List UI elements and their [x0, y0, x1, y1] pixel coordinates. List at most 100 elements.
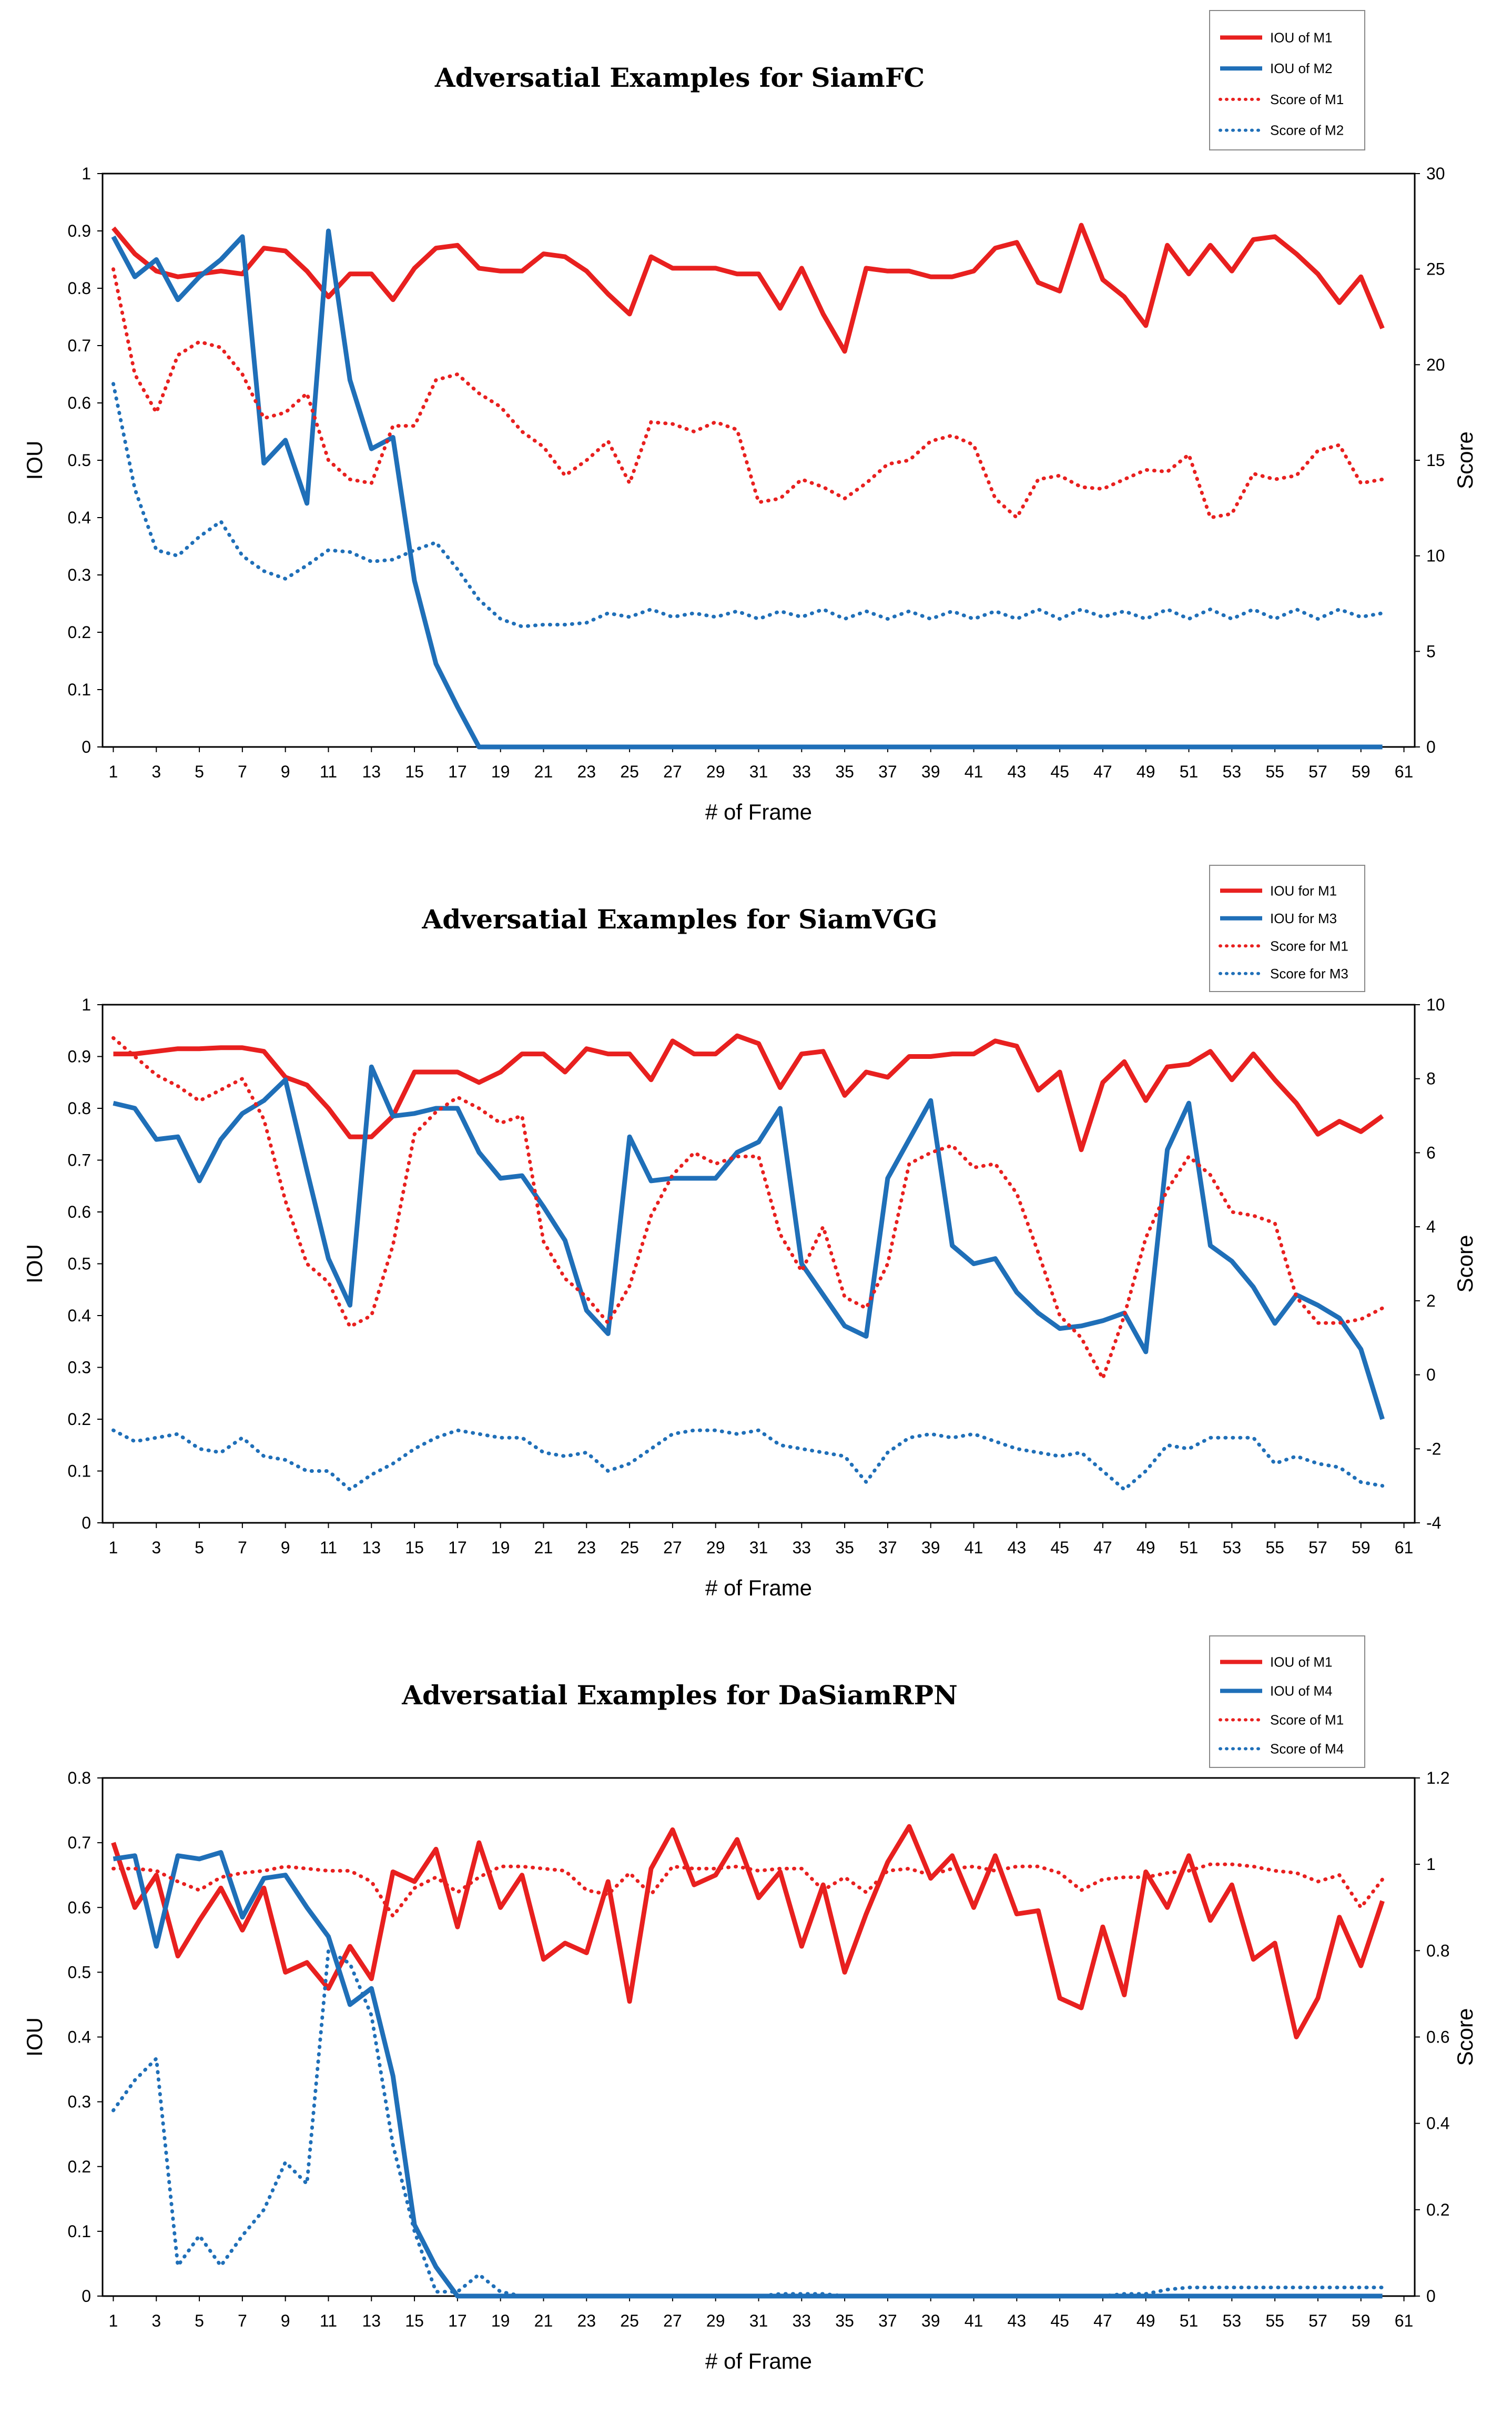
x-tick-label: 37	[878, 2311, 897, 2330]
x-tick-label: 1	[109, 762, 118, 781]
series-line-4	[111, 382, 1385, 629]
x-tick-label: 9	[281, 2311, 290, 2330]
y-tick-label: 0.5	[68, 1255, 91, 1273]
x-tick-label: 11	[320, 762, 337, 781]
x-tick-label: 1	[109, 1538, 118, 1557]
legend-label: IOU of M1	[1270, 1654, 1332, 1670]
x-tick-label: 7	[238, 762, 247, 781]
series-line-2	[113, 1850, 1383, 2299]
series-line-1	[111, 223, 1385, 354]
x-tick-label: 45	[1050, 1538, 1069, 1557]
x-tick-label: 27	[663, 2311, 682, 2330]
legend-box	[1209, 10, 1365, 150]
series-line-4	[111, 1948, 1385, 2298]
y-axis-label: IOU	[22, 2017, 47, 2057]
x-tick-label: 21	[534, 2311, 553, 2330]
series-line-3	[111, 1036, 1385, 1381]
chart-title: Adversatial Examples for SiamFC	[434, 62, 925, 93]
x-tick-label: 45	[1050, 762, 1069, 781]
x-tick-label: 23	[577, 762, 596, 781]
x-tick-label: 7	[238, 2311, 247, 2330]
y2-tick-label: 15	[1426, 451, 1445, 470]
x-tick-label: 49	[1136, 2311, 1155, 2330]
legend: IOU of M1 IOU of M2 Score of M1 Score of M2	[1209, 10, 1365, 150]
x-tick-label: 39	[921, 1538, 940, 1557]
y2-tick-label: 0.8	[1426, 1941, 1449, 1960]
legend-label: IOU of M2	[1270, 60, 1332, 76]
x-tick-label: 35	[835, 2311, 854, 2330]
series-line-2	[111, 228, 1383, 750]
x-tick-label: 43	[1008, 762, 1027, 781]
x-tick-label: 29	[706, 762, 725, 781]
x-tick-label: 5	[195, 762, 204, 781]
legend-label: Score of M4	[1270, 1741, 1344, 1757]
x-tick-label: 17	[448, 762, 467, 781]
y-tick-label: 0.8	[68, 1099, 91, 1118]
y2-tick-label: 25	[1426, 260, 1445, 279]
y-tick-label: 0.5	[68, 1963, 91, 1982]
legend-box	[1209, 865, 1365, 992]
y-tick-label: 0.7	[68, 1833, 91, 1852]
x-tick-label: 25	[620, 762, 639, 781]
x-tick-label: 31	[749, 762, 768, 781]
x-tick-label: 33	[793, 762, 811, 781]
x-tick-label: 57	[1308, 1538, 1327, 1557]
y-tick-label: 0.6	[68, 1202, 91, 1221]
y2-tick-label: 2	[1426, 1291, 1436, 1310]
legend-label: Score for M1	[1270, 938, 1348, 954]
x-tick-label: 59	[1352, 762, 1371, 781]
x-tick-label: 17	[448, 2311, 467, 2330]
x-tick-label: 33	[793, 1538, 811, 1557]
x-tick-label: 35	[835, 1538, 854, 1557]
y-tick-label: 0.3	[68, 1358, 91, 1377]
y2-tick-label: 0.2	[1426, 2200, 1449, 2219]
x-tick-label: 11	[320, 1538, 337, 1557]
y-tick-label: 0	[82, 737, 91, 756]
legend: IOU of M1 IOU of M4 Score of M1 Score of M4	[1209, 1635, 1365, 1768]
x-tick-label: 41	[965, 2311, 983, 2330]
x-tick-label: 11	[320, 2311, 337, 2330]
y-tick-label: 0.1	[68, 1462, 91, 1481]
y-tick-label: 0.3	[68, 565, 91, 584]
x-tick-label: 5	[195, 2311, 204, 2330]
series-line-3	[111, 267, 1385, 520]
x-tick-label: 51	[1180, 2311, 1199, 2330]
legend-label: IOU of M4	[1270, 1683, 1332, 1699]
legend-label: IOU for M1	[1270, 883, 1337, 898]
chart-title: Adversatial Examples for SiamVGG	[421, 904, 937, 935]
y-axis-label: IOU	[22, 441, 47, 480]
x-tick-label: 29	[706, 1538, 725, 1557]
x-tick-label: 3	[151, 2311, 161, 2330]
x-tick-label: 9	[281, 1538, 290, 1557]
legend-label: IOU for M3	[1270, 911, 1337, 926]
x-tick-label: 33	[793, 2311, 811, 2330]
y2-tick-label: 1.2	[1426, 1768, 1449, 1787]
x-tick-label: 53	[1223, 2311, 1242, 2330]
x-tick-label: 29	[706, 2311, 725, 2330]
x-tick-label: 15	[405, 1538, 424, 1557]
x-tick-label: 47	[1093, 2311, 1112, 2330]
x-tick-label: 57	[1308, 2311, 1327, 2330]
series-line-4	[111, 1428, 1385, 1492]
y2-tick-label: 5	[1426, 642, 1436, 661]
x-tick-label: 55	[1265, 1538, 1284, 1557]
x-tick-label: 17	[448, 1538, 467, 1557]
y-tick-label: 0.2	[68, 1410, 91, 1429]
x-tick-label: 61	[1395, 1538, 1414, 1557]
y-tick-label: 0.4	[68, 1306, 91, 1325]
x-tick-label: 59	[1352, 2311, 1371, 2330]
y-tick-label: 0.7	[68, 1151, 91, 1170]
y2-axis-label: Score	[1453, 431, 1477, 489]
x-tick-label: 9	[281, 762, 290, 781]
y-axis-label: IOU	[22, 1244, 47, 1283]
y-tick-label: 1	[82, 164, 91, 183]
y2-tick-label: -4	[1426, 1513, 1441, 1532]
y-tick-label: 0.8	[68, 279, 91, 298]
x-tick-label: 55	[1265, 762, 1284, 781]
y-tick-label: 0	[82, 2287, 91, 2306]
x-tick-label: 49	[1136, 762, 1155, 781]
x-tick-label: 21	[534, 762, 553, 781]
y-tick-label: 0.4	[68, 508, 91, 527]
x-tick-label: 57	[1308, 762, 1327, 781]
